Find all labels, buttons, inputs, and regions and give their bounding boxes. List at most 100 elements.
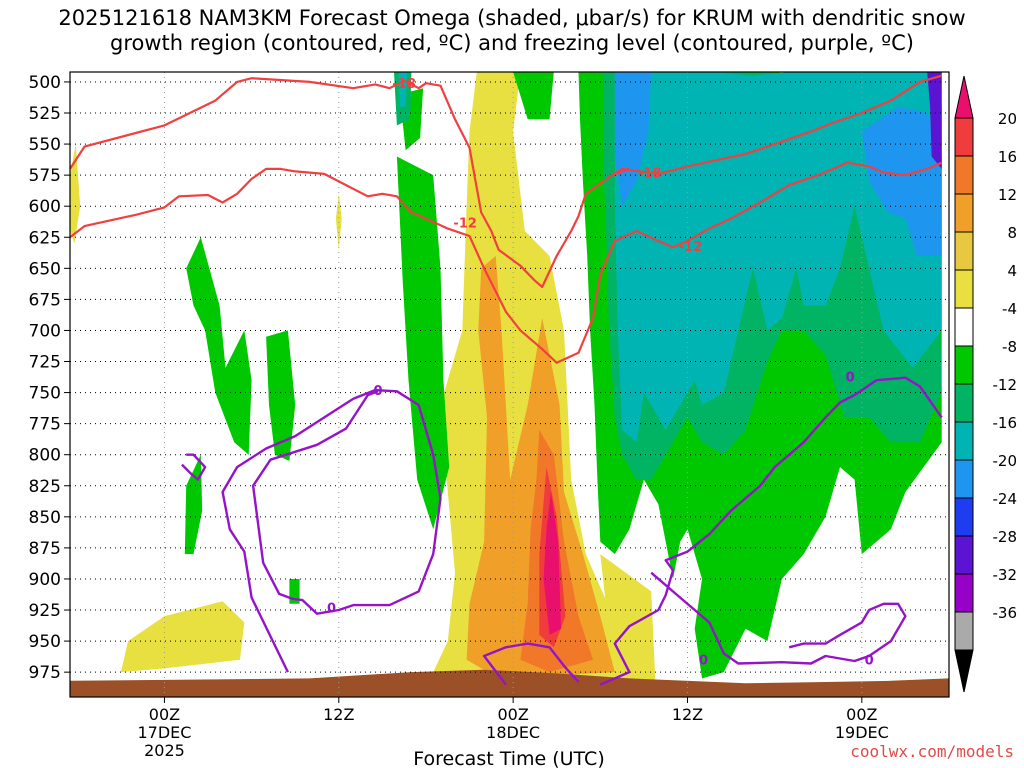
omega-region-0	[70, 144, 81, 244]
colorbar-label-13: -36	[993, 604, 1018, 622]
omega-region-2	[335, 193, 342, 250]
y-tick-label-550: 550	[29, 135, 61, 155]
freezing-label-1: 0	[327, 602, 336, 617]
dgz-contours	[70, 74, 943, 364]
colorbar-top-arrow	[954, 75, 974, 119]
omega-region-1	[120, 601, 245, 673]
x-tick-label-2: 00Z	[497, 705, 528, 724]
dgz-label-0: -18	[392, 77, 416, 92]
colorbar-band-8	[954, 383, 974, 423]
y-tick-label-600: 600	[29, 197, 61, 217]
omega-region-21	[927, 72, 942, 169]
colorbar-label-6: -8	[1002, 338, 1017, 356]
omega-region-11	[266, 330, 296, 461]
colorbar-band-1	[954, 117, 974, 157]
freezing-contour-0	[221, 388, 442, 673]
y-tick-label-725: 725	[29, 353, 61, 373]
x-tick-sublabel-0: 17DEC	[137, 723, 191, 742]
colorbar-band-9	[954, 421, 974, 461]
y-tick-label-900: 900	[29, 570, 61, 590]
colorbar-band-14	[954, 611, 974, 651]
colorbar-band-5	[954, 269, 974, 309]
dgz-label-3: -12	[679, 240, 703, 255]
x-tick-label-0: 00Z	[149, 705, 180, 724]
freezing-contour-4	[181, 453, 207, 481]
colorbar-label-9: -20	[993, 452, 1018, 470]
omega-region-9	[186, 237, 252, 455]
x-tick-label-3: 12Z	[672, 705, 703, 724]
colorbar-band-11	[954, 497, 974, 537]
freezing-label-3: 0	[846, 370, 855, 385]
credit-link[interactable]: coolwx.com/models	[850, 742, 1014, 761]
freezing-level-contours	[181, 376, 943, 686]
omega-region-4	[600, 554, 656, 685]
plot-border	[69, 71, 950, 698]
omega-region-12	[396, 156, 450, 530]
colorbar-label-12: -32	[993, 566, 1018, 584]
freezing-label-2: 0	[699, 654, 708, 669]
colorbar-label-2: 12	[998, 186, 1017, 204]
freezing-contour-1	[482, 642, 580, 686]
colorbar-band-3	[954, 193, 974, 233]
contour-labels: -18 -12 -18 -12 0 0 0 0 0	[327, 77, 874, 669]
omega-region-19	[614, 72, 652, 207]
colorbar-band-12	[954, 535, 974, 575]
y-tick-label-575: 575	[29, 166, 61, 186]
x-tick-year-0: 2025	[144, 741, 185, 760]
colorbar-label-8: -16	[993, 414, 1018, 432]
grid-lines	[70, 72, 949, 697]
x-tick-sublabel-4: 19DEC	[835, 723, 889, 742]
omega-region-15	[513, 72, 554, 120]
y-tick-label-950: 950	[29, 632, 61, 652]
dgz-contour-2	[611, 167, 630, 177]
dgz-contour-0	[70, 74, 943, 289]
colorbar-label-11: -28	[993, 528, 1018, 546]
colorbar-bottom-arrow	[954, 649, 974, 693]
y-tick-label-775: 775	[29, 415, 61, 435]
colorbar-label-7: -12	[993, 376, 1018, 394]
colorbar-band-10	[954, 459, 974, 499]
chart-title-line-1: 2025121618 NAM3KM Forecast Omega (shaded…	[58, 6, 966, 30]
chart-title-line-2: growth region (contoured, red, ºC) and f…	[110, 31, 914, 55]
colorbar-label-10: -24	[993, 490, 1018, 508]
y-tick-label-650: 650	[29, 259, 61, 279]
colorbar-band-6	[954, 307, 974, 347]
dgz-label-2: -18	[638, 167, 662, 182]
colorbar-band-4	[954, 231, 974, 271]
y-axis: 500 525 550 575 600 625 650 675 700 725 750 775 800 8…	[29, 73, 70, 683]
y-tick-label-525: 525	[29, 104, 61, 124]
y-tick-label-700: 700	[29, 321, 61, 341]
omega-region-20	[861, 106, 942, 256]
freezing-contour-3	[650, 571, 907, 665]
x-axis-label: Forecast Time (UTC)	[413, 748, 604, 768]
freezing-label-0: 0	[373, 384, 382, 399]
terrain-fill	[70, 669, 949, 697]
colorbar: 20 16 12 8 4 -4 -8 -12 -16 -20 -24 -28 -32 -36	[954, 75, 1018, 693]
colorbar-band-13	[954, 573, 974, 613]
colorbar-band-7	[954, 345, 974, 385]
colorbar-band-2	[954, 155, 974, 195]
colorbar-label-0: 20	[998, 110, 1017, 128]
colorbar-label-1: 16	[998, 148, 1017, 166]
colorbar-label-3: 8	[1007, 224, 1017, 242]
y-tick-label-675: 675	[29, 290, 61, 310]
y-tick-label-625: 625	[29, 228, 61, 248]
omega-region-8	[543, 492, 562, 635]
y-tick-label-500: 500	[29, 73, 61, 93]
y-tick-label-800: 800	[29, 446, 61, 466]
y-tick-label-925: 925	[29, 601, 61, 621]
freezing-label-4: 0	[865, 654, 874, 669]
terrain-ground	[70, 669, 949, 697]
y-tick-label-975: 975	[29, 663, 61, 683]
y-tick-label-850: 850	[29, 508, 61, 528]
y-tick-label-750: 750	[29, 384, 61, 404]
y-tick-label-875: 875	[29, 539, 61, 559]
x-tick-label-1: 12Z	[323, 705, 354, 724]
freezing-contour-2	[599, 376, 943, 686]
x-tick-sublabel-2: 18DEC	[486, 723, 540, 742]
plot-frame	[69, 71, 950, 698]
y-tick-label-825: 825	[29, 477, 61, 497]
colorbar-label-5: -4	[1002, 300, 1017, 318]
